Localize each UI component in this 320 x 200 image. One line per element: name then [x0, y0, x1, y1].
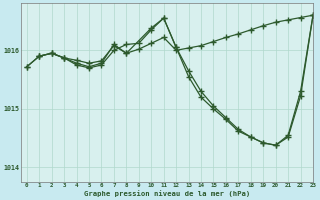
X-axis label: Graphe pression niveau de la mer (hPa): Graphe pression niveau de la mer (hPa): [84, 190, 250, 197]
